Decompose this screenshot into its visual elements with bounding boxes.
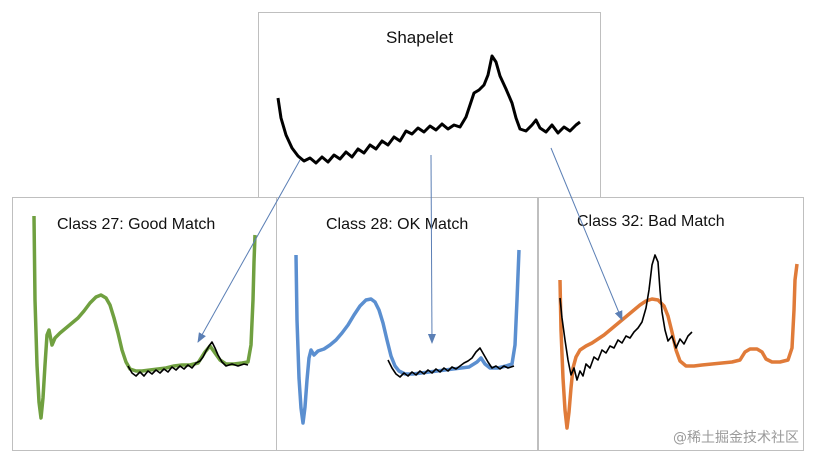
class-27-panel — [12, 197, 278, 451]
class-28-shapelet-overlay — [387, 347, 515, 378]
class-27-shapelet-overlay — [127, 341, 249, 377]
class-27-curve — [32, 215, 257, 420]
class-32-label: Class 32: Bad Match — [577, 213, 725, 230]
class-28-label: Class 28: OK Match — [326, 216, 469, 233]
class-28-curve — [294, 249, 521, 425]
watermark-text: @稀土掘金技术社区 — [673, 430, 799, 446]
class-27-label: Class 27: Good Match — [57, 216, 216, 233]
class-32-shapelet-overlay — [559, 254, 693, 381]
arrow-to-class-28 — [427, 154, 436, 344]
shapelet-curve — [276, 54, 581, 165]
arrow-to-class-27 — [197, 159, 301, 343]
shapelet-panel — [258, 12, 601, 212]
class-32-curve — [558, 263, 799, 430]
shapelet-title: Shapelet — [386, 28, 454, 47]
arrow-to-class-32 — [550, 147, 623, 321]
class-28-panel — [276, 197, 538, 451]
